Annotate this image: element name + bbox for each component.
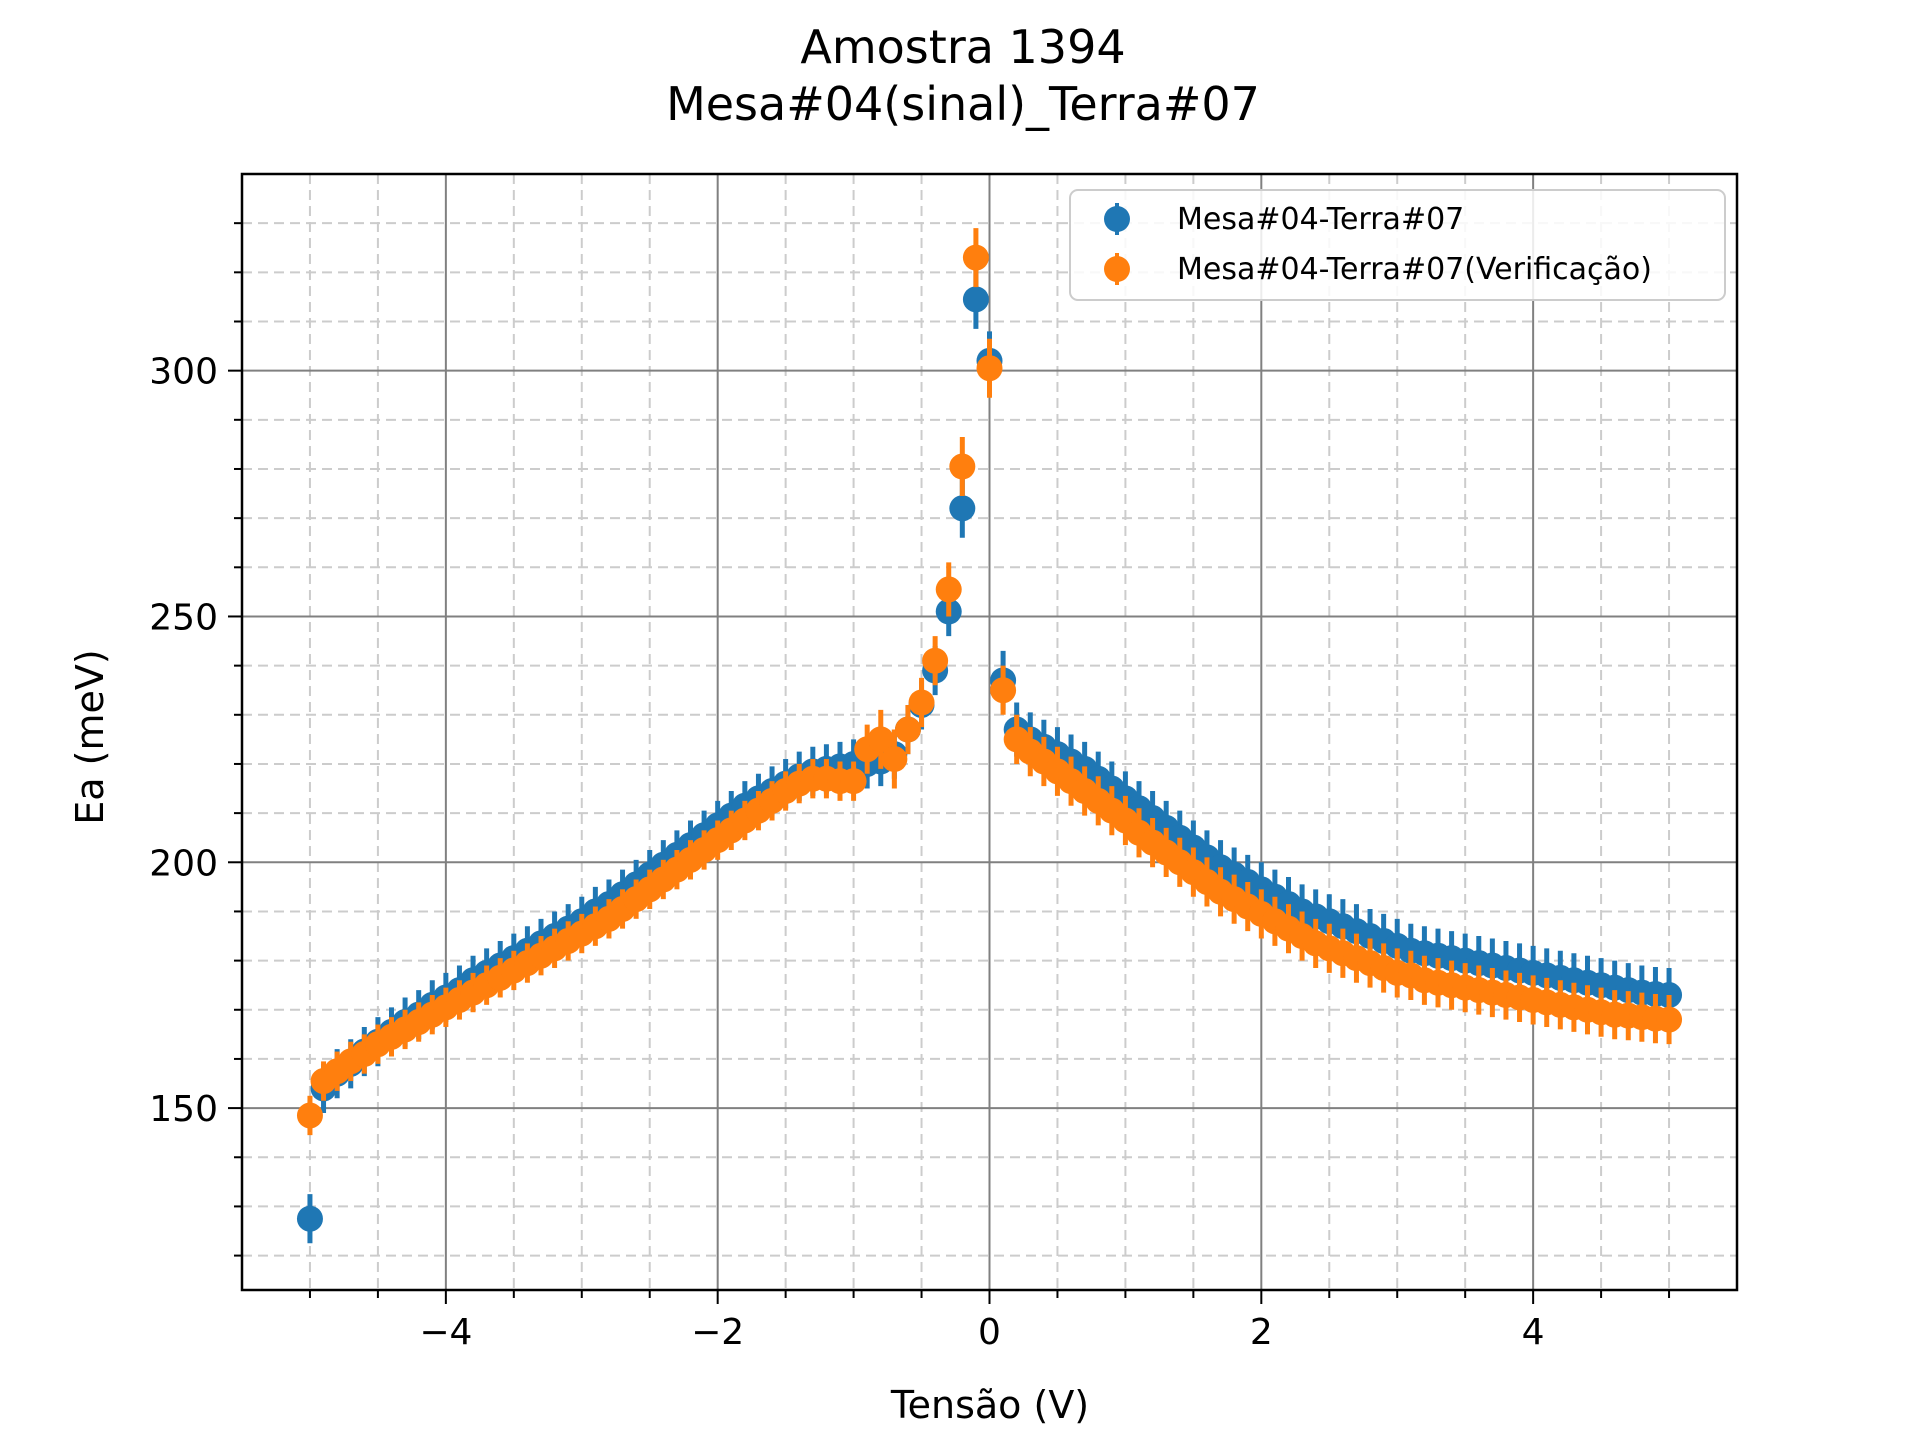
x-tick-label: 4 [1522,1312,1545,1353]
legend-label-1: Mesa#04-Terra#07(Verificação) [1177,252,1652,287]
series-1 [296,228,1683,1136]
y-tick-label: 200 [149,843,218,884]
x-tick-label: 0 [978,1312,1001,1353]
chart-title: Amostra 1394 [800,20,1125,74]
x-axis-label: Tensão (V) [890,1383,1089,1427]
data-point [894,716,921,743]
data-point [867,726,894,753]
data-point [881,746,908,773]
data-point [296,1102,323,1129]
data-point [976,355,1003,382]
y-axis-label: Ea (meV) [68,649,112,824]
y-tick-label: 150 [149,1089,218,1130]
legend: Mesa#04-Terra#07 Mesa#04-Terra#07(Verifi… [1069,189,1726,301]
x-tick-label: −4 [419,1312,472,1353]
data-point [949,495,976,522]
data-point [840,768,867,795]
data-point [990,677,1017,704]
x-tick-label: 2 [1250,1312,1273,1353]
y-tick-label: 250 [149,597,218,638]
data-point [962,286,989,313]
legend-marker-1 [1104,256,1130,282]
y-tick-label: 300 [149,352,218,393]
data-point [949,453,976,480]
data-point [296,1205,323,1232]
data-point [962,244,989,271]
x-tick-label: −2 [691,1312,744,1353]
data-point [935,576,962,603]
data-point [922,647,949,674]
chart-subtitle: Mesa#04(sinal)_Terra#07 [666,77,1260,131]
data-point [908,689,935,716]
data-point [1656,1006,1683,1033]
axes: −4 −2 0 2 4 150 200 250 300 [149,172,1739,1353]
legend-frame [1069,189,1726,301]
legend-label-0: Mesa#04-Terra#07 [1177,202,1464,237]
legend-marker-0 [1104,206,1130,232]
series-layer [296,228,1683,1244]
